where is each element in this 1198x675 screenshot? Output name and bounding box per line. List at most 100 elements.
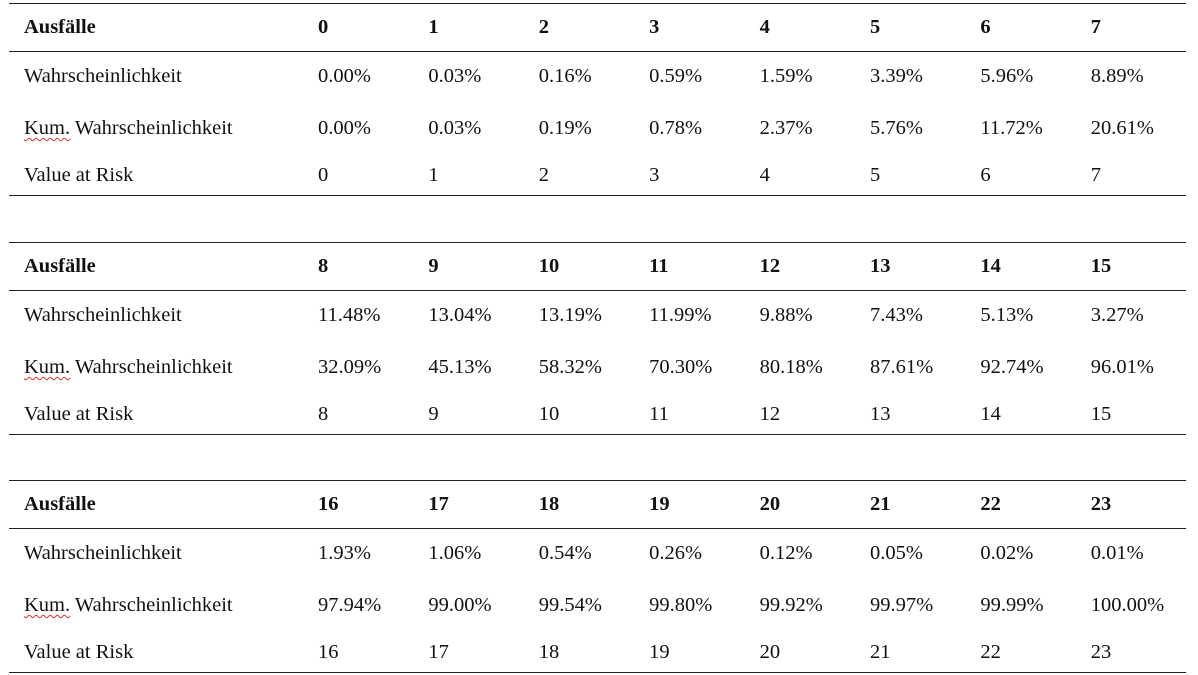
row-label-cumulative-rest: Wahrscheinlichkeit [70, 116, 233, 139]
row-label-cumulative-rest: Wahrscheinlichkeit [70, 355, 233, 378]
value-at-risk-cell: 16 [303, 633, 414, 673]
failures-header-row: Ausfälle 16 17 18 19 20 21 22 23 [9, 480, 1187, 529]
failures-cell: 22 [965, 480, 1076, 529]
loss-distribution-table-3: Ausfälle 16 17 18 19 20 21 22 23 Wahrsch… [9, 480, 1187, 673]
row-label-failures: Ausfälle [9, 480, 303, 529]
cumulative-cell: 70.30% [649, 355, 713, 378]
cumulative-cell: 97.94% [318, 593, 382, 616]
row-label-value-at-risk: Value at Risk [9, 156, 303, 196]
cumulative-cell: 2.37% [759, 116, 813, 139]
failures-cell: 3 [634, 3, 745, 52]
value-at-risk-cell: 17 [413, 633, 524, 673]
cumulative-probability-row: Kum. Wahrscheinlichkeit 32.09% 45.13% 58… [9, 339, 1186, 395]
cumulative-cell: 99.00% [428, 593, 492, 616]
probability-cell: 5.13% [980, 303, 1034, 326]
cumulative-cell: 32.09% [318, 355, 382, 378]
probability-cell: 11.48% [318, 303, 381, 326]
value-at-risk-cell: 12 [744, 395, 855, 435]
value-at-risk-cell: 0 [303, 156, 414, 196]
row-label-probability: Wahrscheinlichkeit [24, 541, 182, 564]
probability-cell: 0.59% [649, 64, 703, 87]
probability-cell: 8.89% [1090, 64, 1144, 87]
value-at-risk-cell: 23 [1075, 633, 1187, 673]
failures-cell: 9 [413, 242, 524, 291]
value-at-risk-cell: 5 [854, 156, 966, 196]
value-at-risk-cell: 9 [413, 395, 524, 435]
failures-cell: 15 [1075, 242, 1187, 291]
cumulative-cell: 11.72% [980, 116, 1043, 139]
probability-cell: 13.19% [538, 303, 602, 326]
value-at-risk-cell: 6 [965, 156, 1076, 196]
value-at-risk-cell: 19 [634, 633, 745, 673]
failures-cell: 17 [413, 480, 524, 529]
failures-header-row: Ausfälle 8 9 10 11 12 13 14 15 [9, 242, 1187, 291]
value-at-risk-cell: 15 [1075, 395, 1187, 435]
probability-cell: 9.88% [759, 303, 813, 326]
probability-cell: 0.00% [318, 64, 371, 87]
failures-header-row: Ausfälle 0 1 2 3 4 5 6 7 [9, 3, 1187, 52]
row-label-value-at-risk: Value at Risk [9, 395, 303, 435]
probability-row: Wahrscheinlichkeit 0.00% 0.03% 0.16% 0.5… [9, 52, 1186, 101]
probability-cell: 3.27% [1090, 303, 1144, 326]
row-label-value-at-risk: Value at Risk [9, 633, 303, 673]
probability-row: Wahrscheinlichkeit 11.48% 13.04% 13.19% … [9, 291, 1186, 340]
failures-cell: 2 [523, 3, 635, 52]
failures-cell: 10 [523, 242, 635, 291]
cumulative-cell: 92.74% [980, 355, 1044, 378]
row-label-probability: Wahrscheinlichkeit [24, 64, 182, 87]
row-label-cumulative-probability: Kum. Wahrscheinlichkeit [9, 577, 303, 633]
cumulative-cell: 96.01% [1090, 355, 1154, 378]
failures-cell: 5 [854, 3, 966, 52]
cumulative-cell: 99.97% [869, 593, 934, 616]
probability-cell: 0.03% [428, 64, 482, 87]
probability-cell: 1.93% [318, 541, 371, 564]
probability-cell: 1.06% [428, 541, 482, 564]
cumulative-cell: 80.18% [759, 355, 823, 378]
row-label-failures: Ausfälle [9, 242, 303, 291]
failures-cell: 18 [523, 480, 635, 529]
cumulative-cell: 100.00% [1090, 593, 1165, 616]
value-at-risk-row: Value at Risk 0 1 2 3 4 5 6 7 [9, 156, 1187, 196]
probability-cell: 13.04% [428, 303, 492, 326]
cumulative-cell: 0.19% [538, 116, 592, 139]
row-label-cumulative-probability: Kum. Wahrscheinlichkeit [9, 100, 303, 156]
failures-cell: 7 [1075, 3, 1187, 52]
failures-cell: 11 [634, 242, 745, 291]
value-at-risk-cell: 10 [523, 395, 635, 435]
cumulative-cell: 58.32% [538, 355, 602, 378]
probability-cell: 0.01% [1090, 541, 1144, 564]
probability-cell: 0.12% [759, 541, 813, 564]
cumulative-cell: 45.13% [428, 355, 492, 378]
value-at-risk-row: Value at Risk 16 17 18 19 20 21 22 23 [9, 633, 1187, 673]
cumulative-cell: 0.03% [428, 116, 482, 139]
spellcheck-flagged-word: Kum. [24, 355, 71, 378]
probability-cell: 7.43% [869, 303, 923, 326]
value-at-risk-cell: 8 [303, 395, 414, 435]
row-label-probability: Wahrscheinlichkeit [24, 303, 182, 326]
failures-cell: 14 [965, 242, 1076, 291]
failures-cell: 21 [854, 480, 966, 529]
value-at-risk-cell: 2 [523, 156, 635, 196]
probability-cell: 0.26% [649, 541, 703, 564]
spellcheck-flagged-word: Kum. [24, 116, 71, 139]
failures-cell: 13 [854, 242, 966, 291]
probability-cell: 5.96% [980, 64, 1034, 87]
probability-cell: 11.99% [649, 303, 712, 326]
failures-cell: 12 [744, 242, 855, 291]
loss-distribution-table-2: Ausfälle 8 9 10 11 12 13 14 15 Wahrschei… [9, 242, 1187, 435]
value-at-risk-cell: 20 [744, 633, 855, 673]
probability-cell: 0.02% [980, 541, 1034, 564]
cumulative-cell: 99.92% [759, 593, 823, 616]
row-label-cumulative-probability: Kum. Wahrscheinlichkeit [9, 339, 303, 395]
probability-cell: 0.05% [869, 541, 923, 564]
probability-cell: 3.39% [869, 64, 923, 87]
failures-cell: 4 [744, 3, 855, 52]
value-at-risk-cell: 22 [965, 633, 1076, 673]
failures-cell: 23 [1075, 480, 1187, 529]
value-at-risk-cell: 18 [523, 633, 635, 673]
failures-cell: 20 [744, 480, 855, 529]
cumulative-cell: 87.61% [869, 355, 934, 378]
cumulative-cell: 99.99% [980, 593, 1044, 616]
cumulative-cell: 20.61% [1090, 116, 1154, 139]
cumulative-probability-row: Kum. Wahrscheinlichkeit 0.00% 0.03% 0.19… [9, 100, 1186, 156]
